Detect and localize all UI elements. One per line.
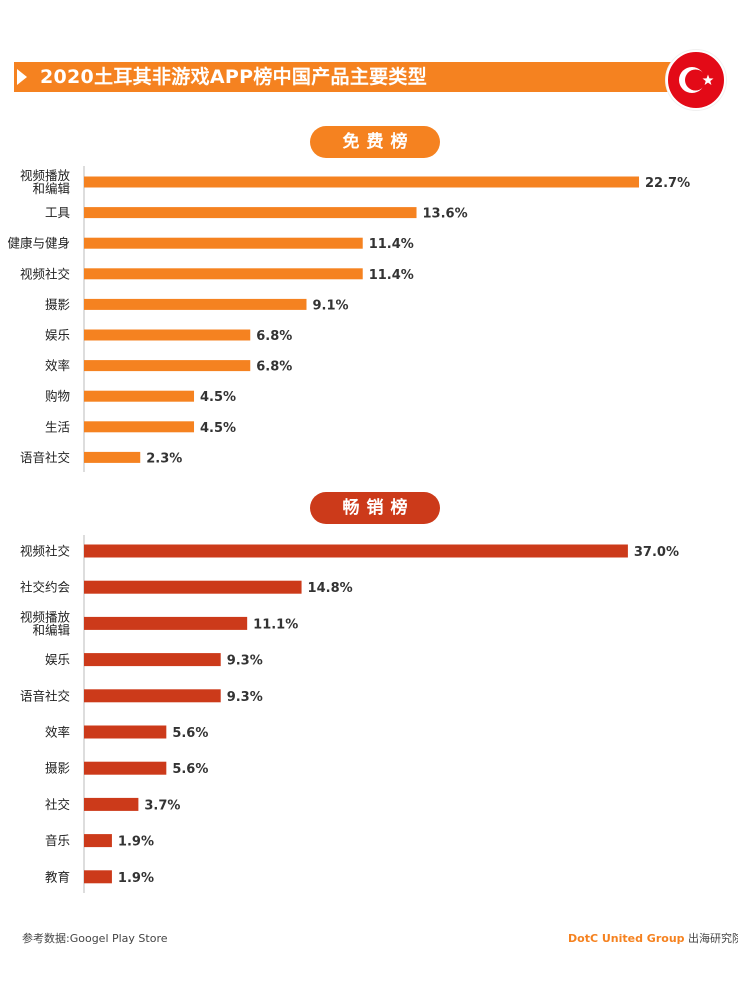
grossing-value-label: 5.6%	[172, 726, 208, 741]
free-category-label: 购物	[45, 389, 70, 404]
grossing-bar	[84, 689, 221, 703]
free-bar	[84, 237, 363, 249]
free-value-label: 11.4%	[369, 268, 414, 283]
free-bar	[84, 390, 195, 402]
grossing-category-label: 娱乐	[45, 652, 70, 667]
grossing-value-label: 1.9%	[118, 871, 154, 886]
grossing-value-label: 1.9%	[118, 835, 154, 850]
grossing-category-label: 社交	[45, 797, 70, 812]
brand-name: DotC United Group	[568, 932, 685, 945]
turkey-flag-icon	[666, 50, 726, 110]
title-bar: 2020土耳其非游戏APP榜中国产品主要类型	[14, 62, 690, 92]
grossing-category-label: 音乐	[45, 833, 70, 848]
free-category-label: 效率	[45, 358, 70, 373]
free-value-label: 22.7%	[645, 176, 690, 191]
free-category-label: 摄影	[45, 297, 71, 312]
free-category-label: 视频社交	[20, 266, 70, 281]
grossing-bar	[84, 580, 302, 594]
grossing-category-label: 摄影	[45, 761, 71, 776]
brand-note: DotC United Group 出海研究院	[568, 930, 738, 946]
grossing-value-label: 37.0%	[634, 545, 679, 560]
grossing-chart-title: 畅销榜	[310, 492, 440, 524]
grossing-value-label: 5.6%	[172, 762, 208, 777]
title-arrow-icon	[17, 69, 27, 85]
free-bar	[84, 298, 307, 310]
free-category-label: 语音社交	[20, 450, 70, 465]
grossing-bar	[84, 544, 628, 558]
free-chart-title: 免费榜	[310, 126, 440, 158]
grossing-value-label: 9.3%	[227, 654, 263, 669]
free-bar	[84, 329, 251, 341]
free-bar	[84, 360, 251, 372]
brand-suffix: 出海研究院	[684, 932, 738, 945]
grossing-category-label: 视频社交	[20, 544, 70, 559]
grossing-value-label: 14.8%	[308, 581, 353, 596]
free-value-label: 2.3%	[146, 451, 182, 466]
free-category-label: 视频播放和编辑	[20, 168, 71, 196]
grossing-value-label: 9.3%	[227, 690, 263, 705]
free-bar	[84, 451, 141, 463]
grossing-bar	[84, 761, 167, 775]
grossing-category-label: 效率	[45, 725, 70, 740]
grossing-category-label: 社交约会	[20, 580, 71, 595]
grossing-bar	[84, 616, 248, 630]
free-category-label: 生活	[45, 419, 70, 434]
grossing-bar	[84, 653, 221, 667]
grossing-value-label: 11.1%	[253, 617, 298, 632]
free-value-label: 4.5%	[200, 421, 236, 436]
free-category-label: 健康与健身	[7, 236, 70, 251]
free-value-label: 13.6%	[423, 207, 468, 222]
grossing-value-label: 3.7%	[144, 798, 180, 813]
free-value-label: 9.1%	[312, 298, 348, 313]
grossing-category-label: 语音社交	[20, 688, 70, 703]
grossing-bar	[84, 797, 139, 811]
grossing-bar	[84, 870, 112, 884]
free-bar	[84, 176, 640, 188]
grossing-bar	[84, 834, 112, 848]
free-bar	[84, 268, 363, 280]
free-bar	[84, 421, 195, 433]
free-value-label: 6.8%	[256, 360, 292, 375]
source-note: 参考数据:Googel Play Store	[22, 932, 168, 945]
free-category-label: 工具	[45, 205, 71, 220]
grossing-bar	[84, 725, 167, 739]
free-value-label: 6.8%	[256, 329, 292, 344]
free-value-label: 4.5%	[200, 390, 236, 405]
free-value-label: 11.4%	[369, 237, 414, 252]
page-title: 2020土耳其非游戏APP榜中国产品主要类型	[40, 66, 428, 88]
free-category-label: 娱乐	[45, 328, 70, 343]
free-bar	[84, 207, 417, 219]
grossing-category-label: 教育	[45, 869, 70, 884]
grossing-category-label: 视频播放和编辑	[20, 609, 71, 637]
